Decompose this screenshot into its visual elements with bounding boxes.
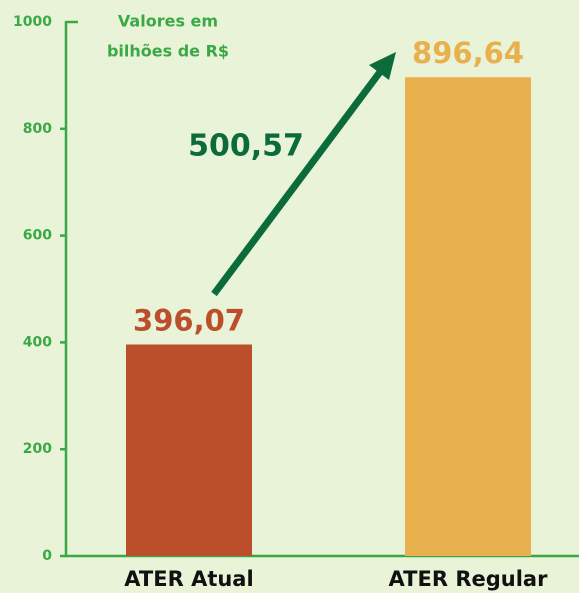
x-tick-label: ATER Regular xyxy=(389,567,549,591)
y-tick-label: 1000 xyxy=(13,14,52,30)
x-tick-label: ATER Atual xyxy=(124,567,253,591)
y-tick-label: 0 xyxy=(42,548,52,564)
bar xyxy=(405,77,531,556)
value-label: 396,07 xyxy=(133,303,245,337)
value-label: 896,64 xyxy=(412,36,524,70)
unit-label: Valores em xyxy=(118,12,218,31)
annotation: 500,57 xyxy=(188,129,304,164)
arrow xyxy=(211,65,386,297)
y-tick-label: 800 xyxy=(23,121,52,137)
y-tick-label: 600 xyxy=(23,228,52,244)
unit-label: bilhões de R$ xyxy=(107,42,229,61)
bar xyxy=(126,344,252,556)
arrow-head xyxy=(369,52,396,80)
y-tick-label: 400 xyxy=(23,334,52,350)
y-tick-label: 200 xyxy=(23,441,52,457)
